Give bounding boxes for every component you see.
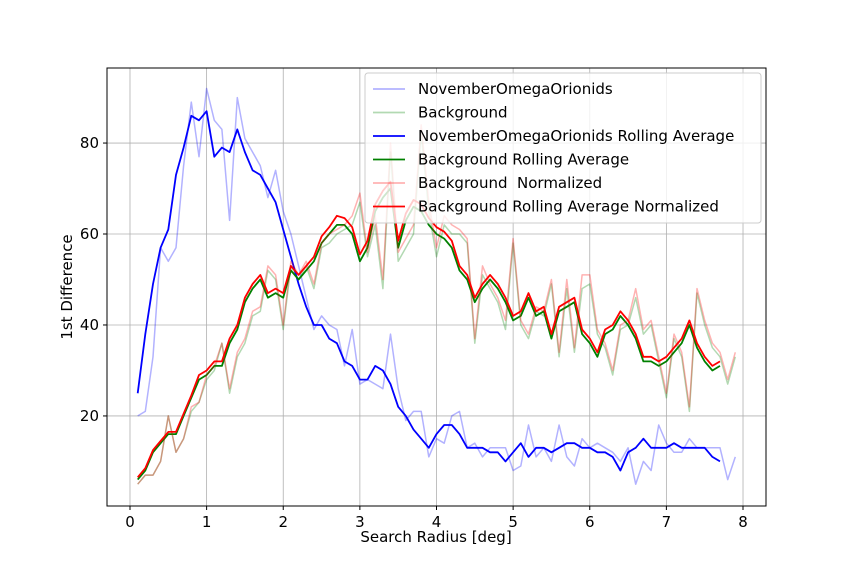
x-tick-label: 7 — [662, 513, 672, 531]
x-tick-label: 0 — [125, 513, 135, 531]
y-tick-label: 20 — [80, 407, 99, 425]
legend-label-background-rolling-average-normalized: Background Rolling Average Normalized — [418, 198, 719, 216]
y-tick-label: 40 — [80, 316, 99, 334]
x-tick-label: 3 — [355, 513, 365, 531]
x-tick-label: 6 — [585, 513, 595, 531]
series-line-novemberomegaorionids-rolling-average — [136, 110, 721, 472]
y-tick-label: 60 — [80, 225, 99, 243]
x-tick-label: 2 — [278, 513, 288, 531]
series-line-background-rolling-average — [137, 187, 721, 481]
y-tick-label: 80 — [80, 134, 99, 152]
series-line-background — [137, 133, 737, 485]
x-axis-ticks: 0 1 2 3 4 5 6 7 8 — [125, 506, 748, 531]
y-axis-label: 1st Difference — [58, 234, 76, 339]
x-tick-label: 5 — [508, 513, 518, 531]
x-tick-label: 8 — [738, 513, 748, 531]
legend-box — [364, 72, 762, 224]
series-lines — [136, 87, 737, 485]
legend-label-novemberomegaorionids: NovemberOmegaOrionids — [418, 80, 613, 98]
x-axis-label: Search Radius [deg] — [360, 528, 511, 546]
legend-label-background-normalized: Background Normalized — [418, 174, 602, 192]
legend-label-background-rolling-average: Background Rolling Average — [418, 151, 629, 169]
legend-label-novemberomegaorionids-rolling-average: NovemberOmegaOrionids Rolling Average — [418, 127, 734, 145]
series-line-background-normalized — [137, 124, 737, 485]
x-tick-label: 4 — [432, 513, 442, 531]
x-tick-label: 1 — [202, 513, 212, 531]
series-line-novemberomegaorionids — [137, 87, 737, 485]
legend-label-background: Background — [418, 104, 508, 122]
legend: NovemberOmegaOrionids Background NovemberO… — [364, 72, 762, 224]
y-axis-ticks: 20 40 60 80 — [80, 134, 107, 425]
